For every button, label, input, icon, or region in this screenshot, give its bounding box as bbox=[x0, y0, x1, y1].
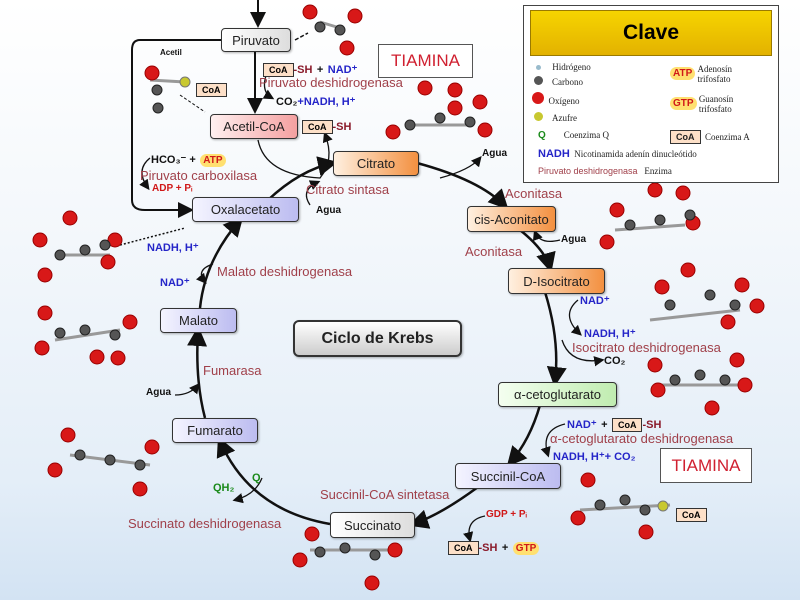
metabolite-fumarato: Fumarato bbox=[172, 418, 258, 443]
legend-atp: Adenosín trifosfato bbox=[697, 64, 733, 84]
coa-tag: CoA bbox=[676, 508, 707, 522]
arrow-succ-fum bbox=[216, 436, 331, 526]
sh-label: -SH bbox=[478, 542, 498, 554]
nadh-label: NADH, H⁺ bbox=[584, 328, 636, 340]
enzyme-alfa-cetoglutarato-deshidrogenasa: α-cetoglutarato deshidrogenasa bbox=[550, 431, 734, 446]
nad-label: NAD⁺ bbox=[160, 277, 190, 289]
gtp-star-icon: GTP bbox=[512, 542, 540, 555]
metabolite-succinil-coa: Succinil-CoA bbox=[455, 463, 561, 489]
metabolite-piruvato: Piruvato bbox=[221, 28, 291, 52]
sh-label: -SH bbox=[293, 64, 313, 76]
diagram-title: Ciclo de Krebs bbox=[293, 320, 462, 357]
q-label: Q bbox=[252, 472, 261, 484]
arrow-cisacon-isocit bbox=[519, 229, 556, 273]
adp-label: ADP + Pᵢ bbox=[152, 183, 193, 194]
legend-coa: Coenzima A bbox=[705, 132, 750, 142]
gdp-label: GDP + Pᵢ bbox=[486, 509, 527, 520]
enzyme-aconitasa: Aconitasa bbox=[505, 186, 563, 201]
coa-tag: CoA bbox=[196, 83, 227, 97]
gtp-star-icon: GTP bbox=[670, 97, 697, 111]
legend-carbono: Carbono bbox=[552, 77, 583, 87]
agua-label: Agua bbox=[316, 205, 341, 216]
metabolite-malato: Malato bbox=[160, 308, 237, 333]
oxygen-icon bbox=[532, 92, 544, 104]
coa-tag: CoA bbox=[263, 63, 294, 77]
metabolite-succinato: Succinato bbox=[330, 512, 415, 538]
arrow-akg-succoa bbox=[506, 404, 542, 467]
agua-label: Agua bbox=[482, 148, 507, 159]
carbon-atoms bbox=[54, 21, 741, 561]
nad-label: NAD⁺ bbox=[567, 419, 597, 431]
enzyme-isocitrato-deshidrogenasa: Isocitrato deshidrogenasa bbox=[572, 340, 721, 355]
arrow-citrato-cisacon bbox=[416, 161, 509, 210]
plus: + bbox=[501, 542, 509, 554]
legend-enzyme-example: Piruvato deshidrogenasa bbox=[538, 166, 638, 176]
arrow-isocit-akg bbox=[543, 291, 567, 387]
arrow-mal-oxa bbox=[198, 216, 244, 309]
enzyme-citrato-sintasa: Citrato sintasa bbox=[306, 182, 390, 197]
metabolite-acetil-coa: Acetil-CoA bbox=[210, 114, 298, 139]
metabolite-alfa-cetoglutarato: α-cetoglutarato bbox=[498, 382, 617, 407]
arrow-fum-mal bbox=[187, 326, 208, 419]
atp-star-icon: ATP bbox=[670, 67, 696, 81]
metabolite-d-isocitrato: D-Isocitrato bbox=[508, 268, 605, 294]
agua-label: Agua bbox=[146, 387, 171, 398]
plus: + bbox=[316, 64, 324, 76]
co2-label: CO₂ bbox=[276, 96, 298, 108]
sh-label: -SH bbox=[642, 419, 662, 431]
sh-label: -SH bbox=[332, 121, 352, 133]
legend-nadh: NADH bbox=[538, 148, 570, 160]
legend-title: Clave bbox=[530, 10, 772, 56]
sulfur-icon bbox=[534, 112, 543, 121]
metabolite-citrato: Citrato bbox=[333, 151, 419, 176]
enzyme-succinil-coa-sintetasa: Succinil-CoA sintetasa bbox=[320, 487, 450, 502]
metabolite-cis-aconitato: cis-Aconitato bbox=[467, 206, 556, 232]
legend-azufre: Azufre bbox=[552, 113, 577, 123]
nadh-co2-label: NADH, H⁺+ CO₂ bbox=[553, 451, 636, 463]
nad-label: NAD⁺ bbox=[327, 64, 358, 76]
acetil-label: Acetil bbox=[160, 48, 182, 57]
co2-label: CO₂ bbox=[604, 355, 626, 367]
tiamina-label: TIAMINA bbox=[378, 44, 473, 78]
enzyme-malato-deshidrogenasa: Malato deshidrogenasa bbox=[217, 264, 353, 279]
plus: + bbox=[601, 419, 608, 431]
hco3-label: HCO₃⁻ + bbox=[151, 154, 196, 166]
legend-gtp: Guanosín trifosfato bbox=[698, 94, 734, 114]
legend-nadh-desc: Nicotinamida adenín dinucleótido bbox=[574, 149, 697, 159]
coa-tag: CoA bbox=[448, 541, 479, 555]
coa-tag: CoA bbox=[302, 120, 333, 134]
hydrogen-icon bbox=[536, 65, 541, 70]
carbon-icon bbox=[534, 76, 543, 85]
agua-label: Agua bbox=[561, 234, 586, 245]
legend-q: Q bbox=[538, 130, 546, 141]
coa-tag: CoA bbox=[611, 418, 643, 432]
legend-hidrogeno: Hidrógeno bbox=[552, 62, 591, 72]
legend-oxigeno: Oxígeno bbox=[548, 96, 580, 106]
enzyme-succinato-deshidrogenasa: Succinato deshidrogenasa bbox=[128, 516, 282, 531]
metabolite-oxalacetato: Oxalacetato bbox=[192, 197, 299, 222]
nadh-label: NADH, H⁺ bbox=[147, 242, 199, 254]
nad-label: NAD⁺ bbox=[580, 295, 610, 307]
enzyme-fumarasa: Fumarasa bbox=[203, 363, 262, 378]
atp-star-icon: ATP bbox=[200, 154, 226, 167]
coa-tag: CoA bbox=[670, 130, 701, 144]
enzyme-aconitasa: Aconitasa bbox=[465, 244, 523, 259]
legend-enzima: Enzima bbox=[644, 166, 672, 176]
oxygen-atoms bbox=[32, 4, 765, 591]
tiamina-label: TIAMINA bbox=[660, 448, 752, 483]
legend-coenzima-q: Coenzima Q bbox=[563, 130, 610, 140]
enzyme-piruvato-deshidrogenasa: Piruvato deshidrogenasa bbox=[259, 75, 403, 90]
nadh-label: +NADH, H⁺ bbox=[297, 96, 356, 108]
legend-key: Clave Hidrógeno Carbono Oxígeno Azufre Q… bbox=[523, 5, 779, 183]
qh2-label: QH₂ bbox=[213, 482, 235, 494]
arrow-succoa-succ bbox=[408, 485, 479, 529]
enzyme-piruvato-carboxilasa: Piruvato carboxilasa bbox=[140, 168, 258, 183]
